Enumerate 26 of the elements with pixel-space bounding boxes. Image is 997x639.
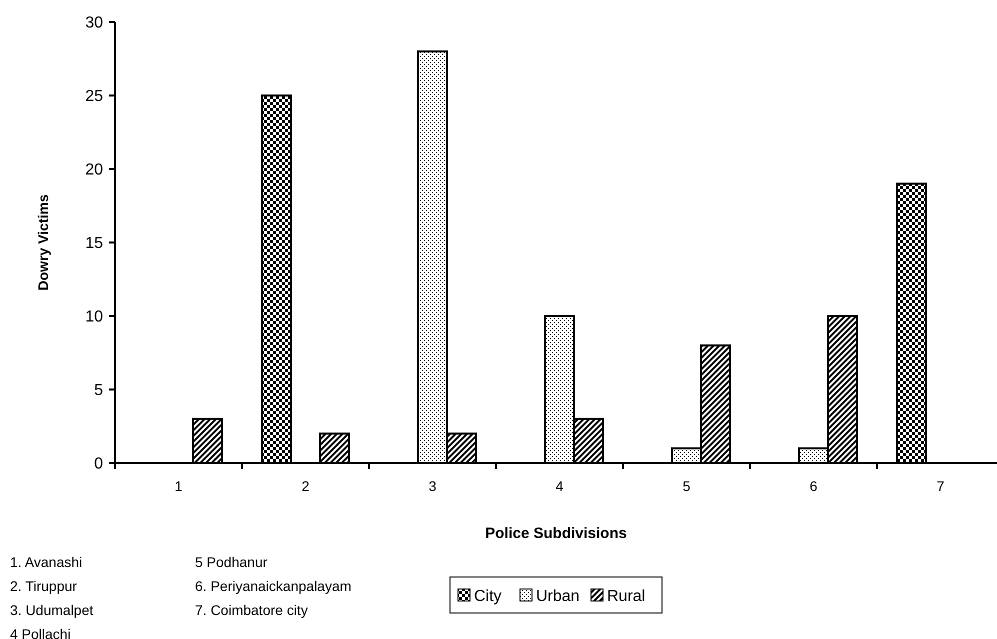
text: 6. Periyanaickanpalayam [195, 578, 352, 594]
text: 3. Udumalpet [10, 602, 94, 618]
text: 7. Coimbatore city [195, 602, 308, 618]
text: 4 Pollachi [10, 626, 71, 639]
legend-label: City [474, 588, 502, 605]
x-axis-title: Police Subdivisions [485, 525, 627, 542]
text: 5 Podhanur [195, 554, 268, 570]
x-tick-label: 2 [302, 478, 310, 494]
x-tick-label: 5 [682, 478, 691, 494]
x-tick-label: 4 [556, 478, 564, 494]
x-tick-label: 1 [174, 478, 183, 494]
y-axis-title: Dowry Victims [35, 194, 51, 291]
y-tick-label: 5 [94, 382, 104, 400]
y-tick-label: 15 [85, 235, 104, 252]
text: 1. Avanashi [10, 554, 82, 570]
y-tick-label: 20 [85, 162, 104, 179]
y-tick-label: 0 [94, 456, 104, 473]
x-tick-label: 6 [810, 478, 818, 494]
x-tick-label: 3 [428, 478, 437, 494]
y-tick-label: 30 [85, 14, 104, 32]
x-tick-label: 7 [936, 478, 945, 494]
legend-label: Rural [607, 588, 646, 605]
legend-label: Urban [536, 588, 580, 605]
text: 2. Tiruppur [10, 578, 78, 594]
y-tick-label: 10 [85, 308, 104, 326]
y-tick-label: 25 [85, 88, 104, 106]
